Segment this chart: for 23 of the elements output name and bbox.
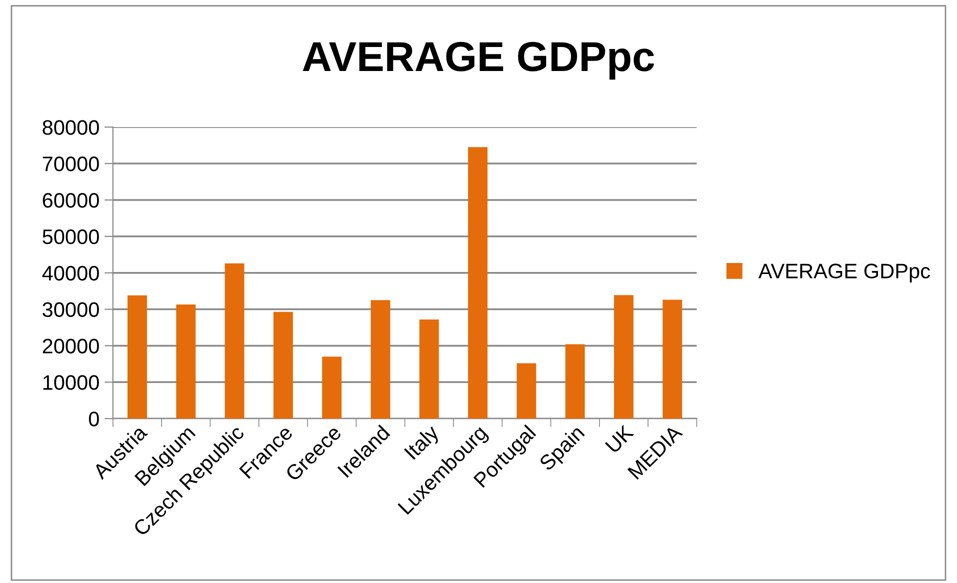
bar — [128, 295, 147, 419]
y-tick-label: 20000 — [42, 338, 99, 354]
bar — [322, 356, 342, 419]
bar — [468, 147, 488, 419]
y-tick-label: 80000 — [42, 120, 99, 135]
y-tick-label: 60000 — [42, 192, 99, 208]
bar — [370, 300, 390, 419]
legend-label: AVERAGE GDPpc — [758, 264, 930, 283]
y-tick-label: 10000 — [43, 375, 99, 390]
y-tick-label: 50000 — [42, 229, 99, 244]
bar — [224, 263, 244, 419]
bar — [662, 300, 682, 419]
bar — [516, 363, 536, 419]
y-tick-label: 40000 — [42, 266, 99, 281]
bar — [565, 344, 585, 419]
bar — [176, 304, 196, 419]
bar — [273, 312, 293, 419]
bar — [614, 295, 634, 419]
y-tick-label: 70000 — [42, 156, 99, 172]
y-tick-label: 30000 — [42, 302, 99, 318]
bar — [419, 319, 439, 419]
y-tick-label: 0 — [88, 412, 99, 426]
chart-title: AVERAGE GDPpc — [302, 42, 654, 80]
